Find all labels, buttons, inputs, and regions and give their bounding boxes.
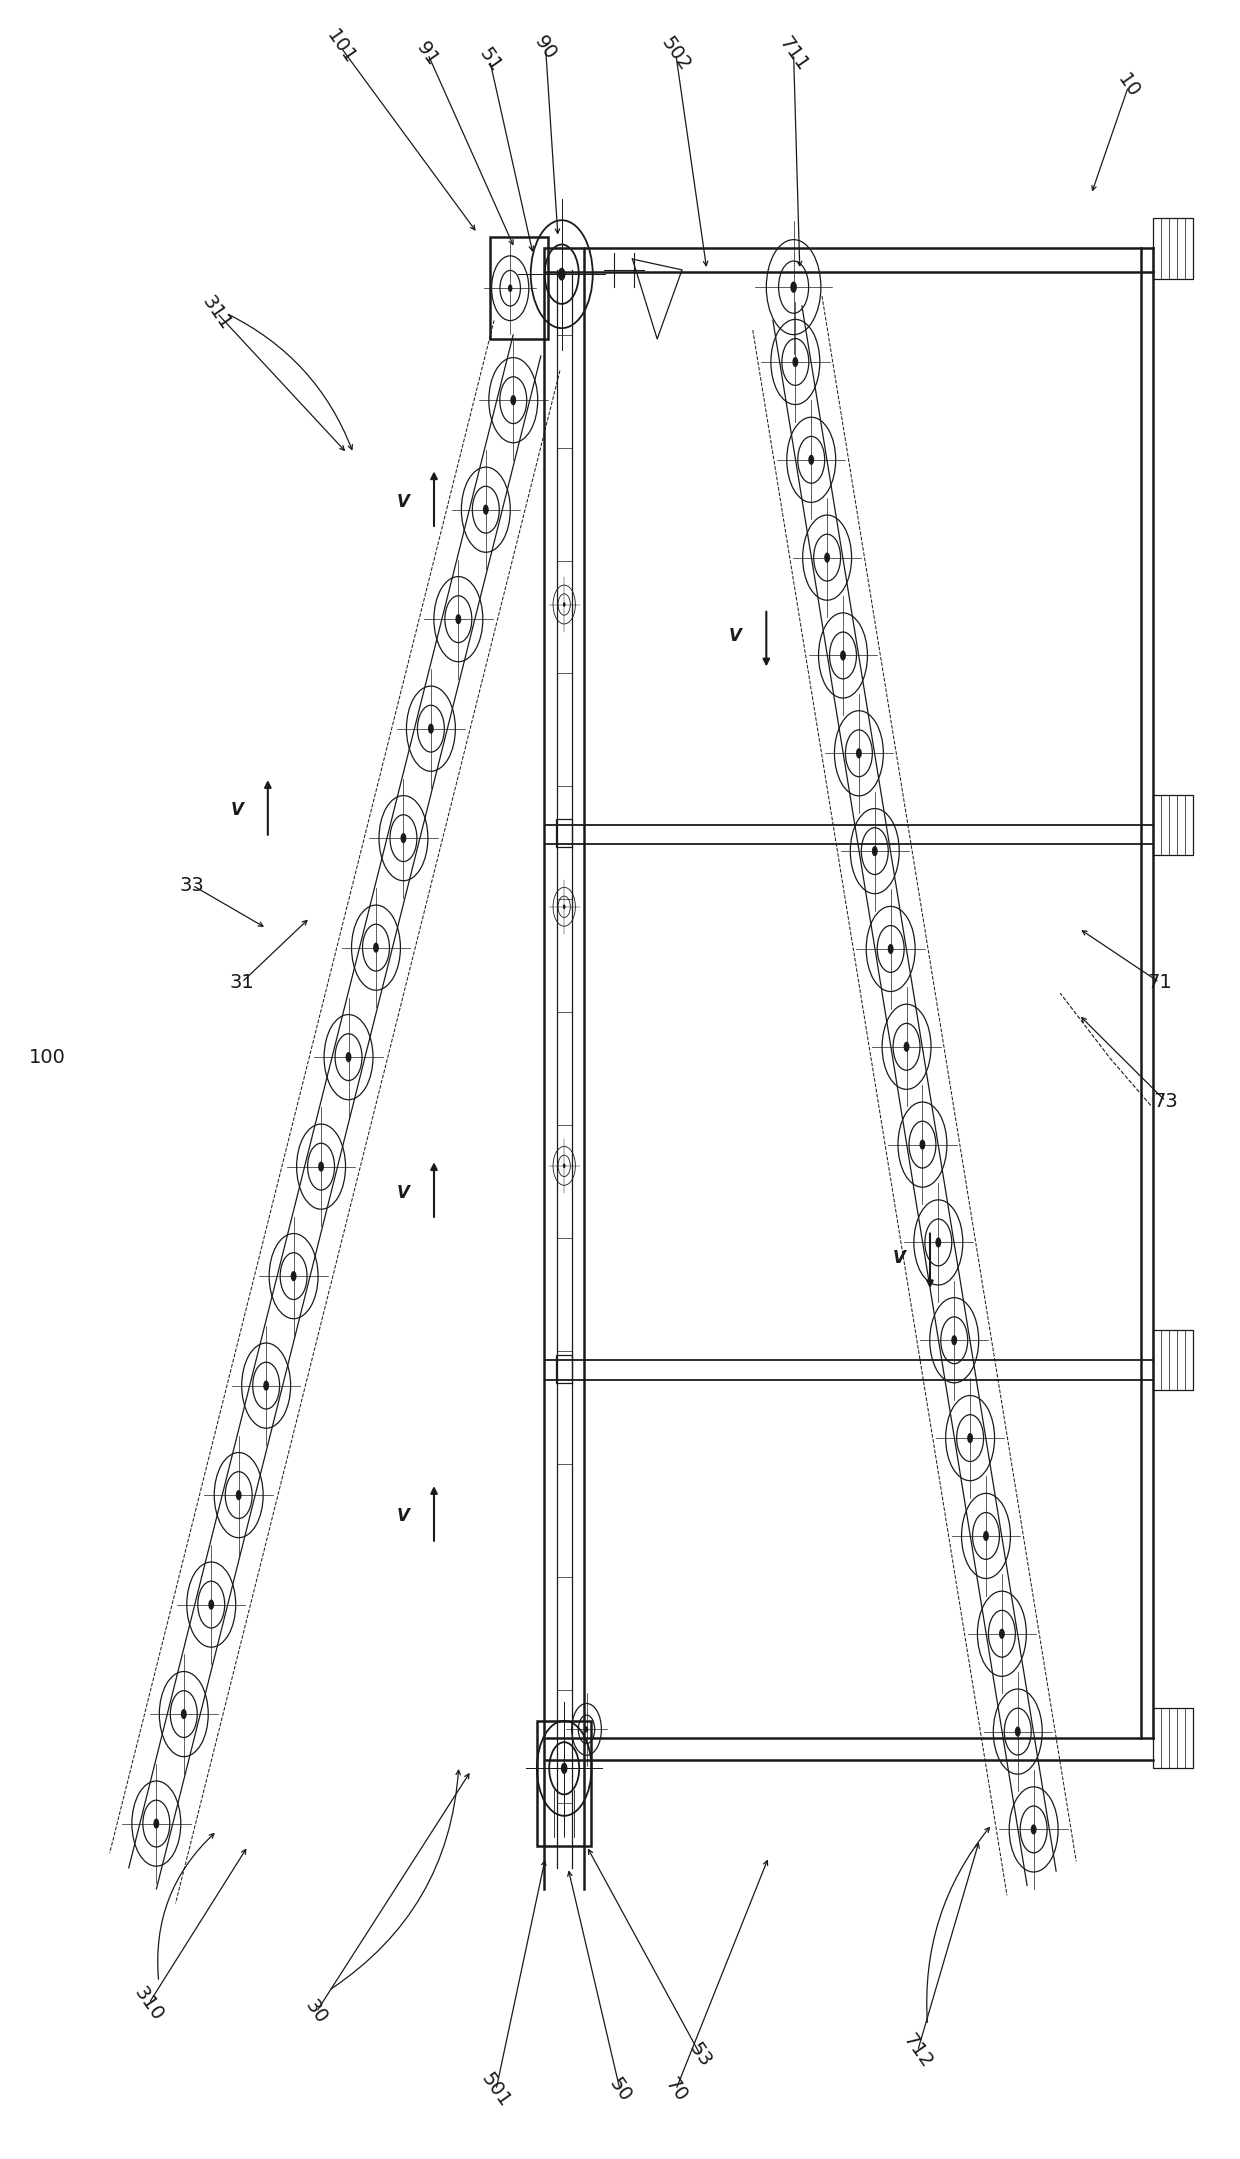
Bar xyxy=(556,1356,572,1384)
Circle shape xyxy=(455,613,461,624)
Text: V: V xyxy=(397,1183,409,1203)
Circle shape xyxy=(236,1490,242,1501)
Bar xyxy=(1153,1708,1193,1768)
Circle shape xyxy=(373,943,379,952)
Circle shape xyxy=(790,281,797,294)
Circle shape xyxy=(920,1140,925,1151)
Circle shape xyxy=(482,505,489,514)
Circle shape xyxy=(181,1710,187,1719)
Bar xyxy=(490,237,548,339)
Text: 310: 310 xyxy=(130,1982,167,2025)
Bar xyxy=(556,820,572,848)
Circle shape xyxy=(792,356,799,367)
Circle shape xyxy=(290,1272,296,1280)
Circle shape xyxy=(563,602,565,607)
Text: 30: 30 xyxy=(301,1997,331,2027)
Circle shape xyxy=(872,846,878,857)
Circle shape xyxy=(808,456,815,464)
Circle shape xyxy=(935,1237,941,1248)
Text: 711: 711 xyxy=(775,32,812,76)
Circle shape xyxy=(967,1434,973,1442)
Circle shape xyxy=(401,833,407,844)
Text: 73: 73 xyxy=(1153,1092,1178,1110)
Circle shape xyxy=(346,1051,351,1062)
Text: 501: 501 xyxy=(477,2068,515,2112)
Bar xyxy=(1153,1330,1193,1390)
Text: 101: 101 xyxy=(322,26,360,69)
Circle shape xyxy=(319,1162,324,1172)
Circle shape xyxy=(560,1762,568,1775)
Text: 71: 71 xyxy=(1147,974,1172,991)
Text: V: V xyxy=(893,1248,905,1267)
Text: 50: 50 xyxy=(605,2075,635,2105)
Circle shape xyxy=(1014,1727,1021,1736)
Circle shape xyxy=(1030,1824,1037,1835)
Circle shape xyxy=(825,553,830,563)
Circle shape xyxy=(208,1600,215,1611)
Text: 33: 33 xyxy=(180,877,205,894)
Circle shape xyxy=(563,905,565,909)
Text: 53: 53 xyxy=(686,2040,715,2070)
Text: 100: 100 xyxy=(29,1049,66,1067)
Text: V: V xyxy=(729,626,742,646)
Circle shape xyxy=(839,650,846,661)
Text: 70: 70 xyxy=(661,2075,691,2105)
Circle shape xyxy=(585,1727,588,1732)
Circle shape xyxy=(511,395,516,406)
Text: V: V xyxy=(397,492,409,512)
Circle shape xyxy=(904,1041,909,1051)
Circle shape xyxy=(999,1628,1004,1639)
Text: 90: 90 xyxy=(531,32,560,63)
Circle shape xyxy=(856,749,862,758)
Text: 91: 91 xyxy=(413,39,443,69)
Circle shape xyxy=(154,1818,159,1829)
Text: V: V xyxy=(231,801,243,820)
Bar xyxy=(537,1721,591,1846)
Text: 311: 311 xyxy=(198,291,236,335)
Bar xyxy=(1153,795,1193,855)
Circle shape xyxy=(563,1164,565,1168)
Circle shape xyxy=(951,1334,957,1345)
Circle shape xyxy=(263,1380,269,1390)
Text: 502: 502 xyxy=(657,32,694,76)
Text: 31: 31 xyxy=(229,974,254,991)
Circle shape xyxy=(428,723,434,734)
Bar xyxy=(1153,218,1193,279)
Circle shape xyxy=(508,285,512,291)
Text: 51: 51 xyxy=(475,45,505,76)
Text: 10: 10 xyxy=(1114,71,1143,101)
Text: V: V xyxy=(397,1507,409,1526)
Circle shape xyxy=(888,943,894,954)
Circle shape xyxy=(983,1531,990,1542)
Circle shape xyxy=(558,268,565,281)
Text: 712: 712 xyxy=(899,2029,936,2073)
